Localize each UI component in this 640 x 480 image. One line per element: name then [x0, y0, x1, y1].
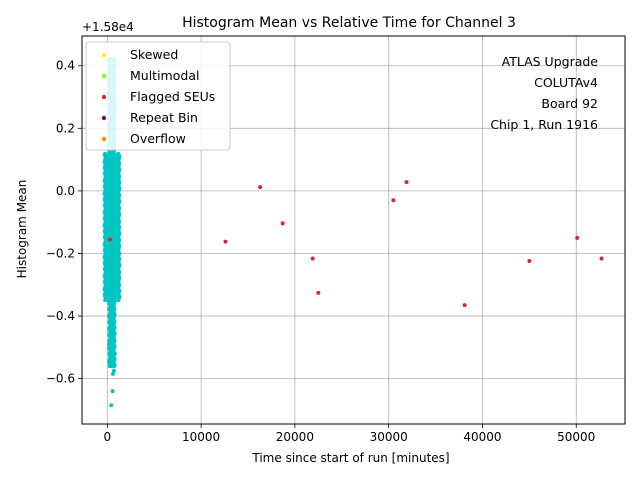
data-point	[108, 237, 113, 242]
data-point	[106, 289, 111, 294]
x-tick-label: 30000	[370, 430, 408, 444]
data-point	[404, 180, 409, 185]
legend-label-multimodal: Multimodal	[130, 68, 199, 83]
data-point-cluster	[116, 151, 121, 156]
annotation-line-3: Board 92	[541, 96, 598, 111]
data-point	[111, 207, 116, 212]
data-point	[112, 245, 117, 250]
legend-marker-repeat-bin	[101, 115, 107, 121]
data-point	[310, 256, 315, 261]
x-tick-label: 0	[104, 430, 112, 444]
data-point	[599, 256, 604, 261]
legend-label-overflow: Overflow	[130, 131, 186, 146]
data-point-cluster	[103, 151, 108, 156]
data-point	[462, 303, 467, 308]
data-point	[107, 217, 112, 222]
chart-title: Histogram Mean vs Relative Time for Chan…	[182, 15, 516, 31]
plot-frame	[81, 35, 626, 425]
data-point	[108, 307, 113, 312]
data-point	[109, 403, 114, 408]
legend-label-repeat-bin: Repeat Bin	[130, 110, 198, 125]
y-tick-label: −0.6	[46, 372, 75, 386]
x-tick-label: 10000	[182, 430, 220, 444]
annotation-line-2: COLUTAv4	[534, 75, 598, 90]
data-point	[110, 160, 115, 165]
data-point	[110, 389, 115, 394]
data-point	[109, 326, 114, 331]
data-point	[112, 351, 117, 356]
ticks-layer: 0 10000 20000 30000 40000 50000 −0.6 −0.4 −0.2 0.…	[46, 59, 595, 444]
data-point	[110, 188, 115, 193]
x-tick-label: 50000	[557, 430, 595, 444]
y-offset-label: +1.58e4	[82, 20, 134, 34]
data-point	[527, 258, 532, 263]
data-point	[109, 198, 114, 203]
y-tick-label: 0.0	[56, 184, 75, 198]
x-tick-label: 20000	[276, 430, 314, 444]
data-point	[108, 170, 113, 175]
data-point	[108, 254, 113, 259]
data-point	[111, 298, 116, 303]
annotation-line-1: ATLAS Upgrade	[502, 54, 599, 69]
legend-label-skewed: Skewed	[130, 47, 178, 62]
legend-frame	[85, 41, 231, 151]
data-point	[111, 226, 116, 231]
data-point	[108, 345, 113, 350]
legend-label-flagged-seus: Flagged SEUs	[130, 89, 215, 104]
annotation-box: ATLAS Upgrade COLUTAv4 Board 92 Chip 1, …	[490, 54, 598, 132]
data-point	[109, 273, 114, 278]
data-point	[316, 290, 321, 295]
data-point	[110, 371, 115, 376]
x-tick-label: 40000	[463, 430, 501, 444]
x-axis-label: Time since start of run [minutes]	[251, 451, 449, 465]
y-tick-label: 0.2	[56, 121, 75, 135]
data-point	[111, 335, 116, 340]
data-point	[107, 342, 112, 347]
legend-marker-multimodal	[101, 73, 107, 79]
data-point	[280, 221, 285, 226]
data-point	[111, 368, 116, 373]
data-point	[107, 360, 112, 365]
data-point	[391, 198, 396, 203]
legend: Skewed Multimodal Flagged SEUs Repeat Bi…	[85, 41, 231, 151]
data-point	[110, 263, 115, 268]
data-point	[112, 179, 117, 184]
data-point	[223, 239, 228, 244]
legend-marker-overflow	[101, 136, 107, 142]
data-point	[258, 185, 263, 190]
legend-marker-skewed	[101, 52, 107, 58]
data-point	[575, 235, 580, 240]
annotation-line-4: Chip 1, Run 1916	[490, 117, 598, 132]
data-point	[110, 317, 115, 322]
data-point	[113, 282, 118, 287]
y-tick-label: −0.4	[46, 309, 75, 323]
legend-marker-flagged-seus	[101, 94, 107, 100]
y-tick-label: 0.4	[56, 59, 75, 73]
y-axis-label: Histogram Mean	[15, 180, 29, 279]
data-point	[111, 154, 116, 159]
y-tick-label: −0.2	[46, 246, 75, 260]
